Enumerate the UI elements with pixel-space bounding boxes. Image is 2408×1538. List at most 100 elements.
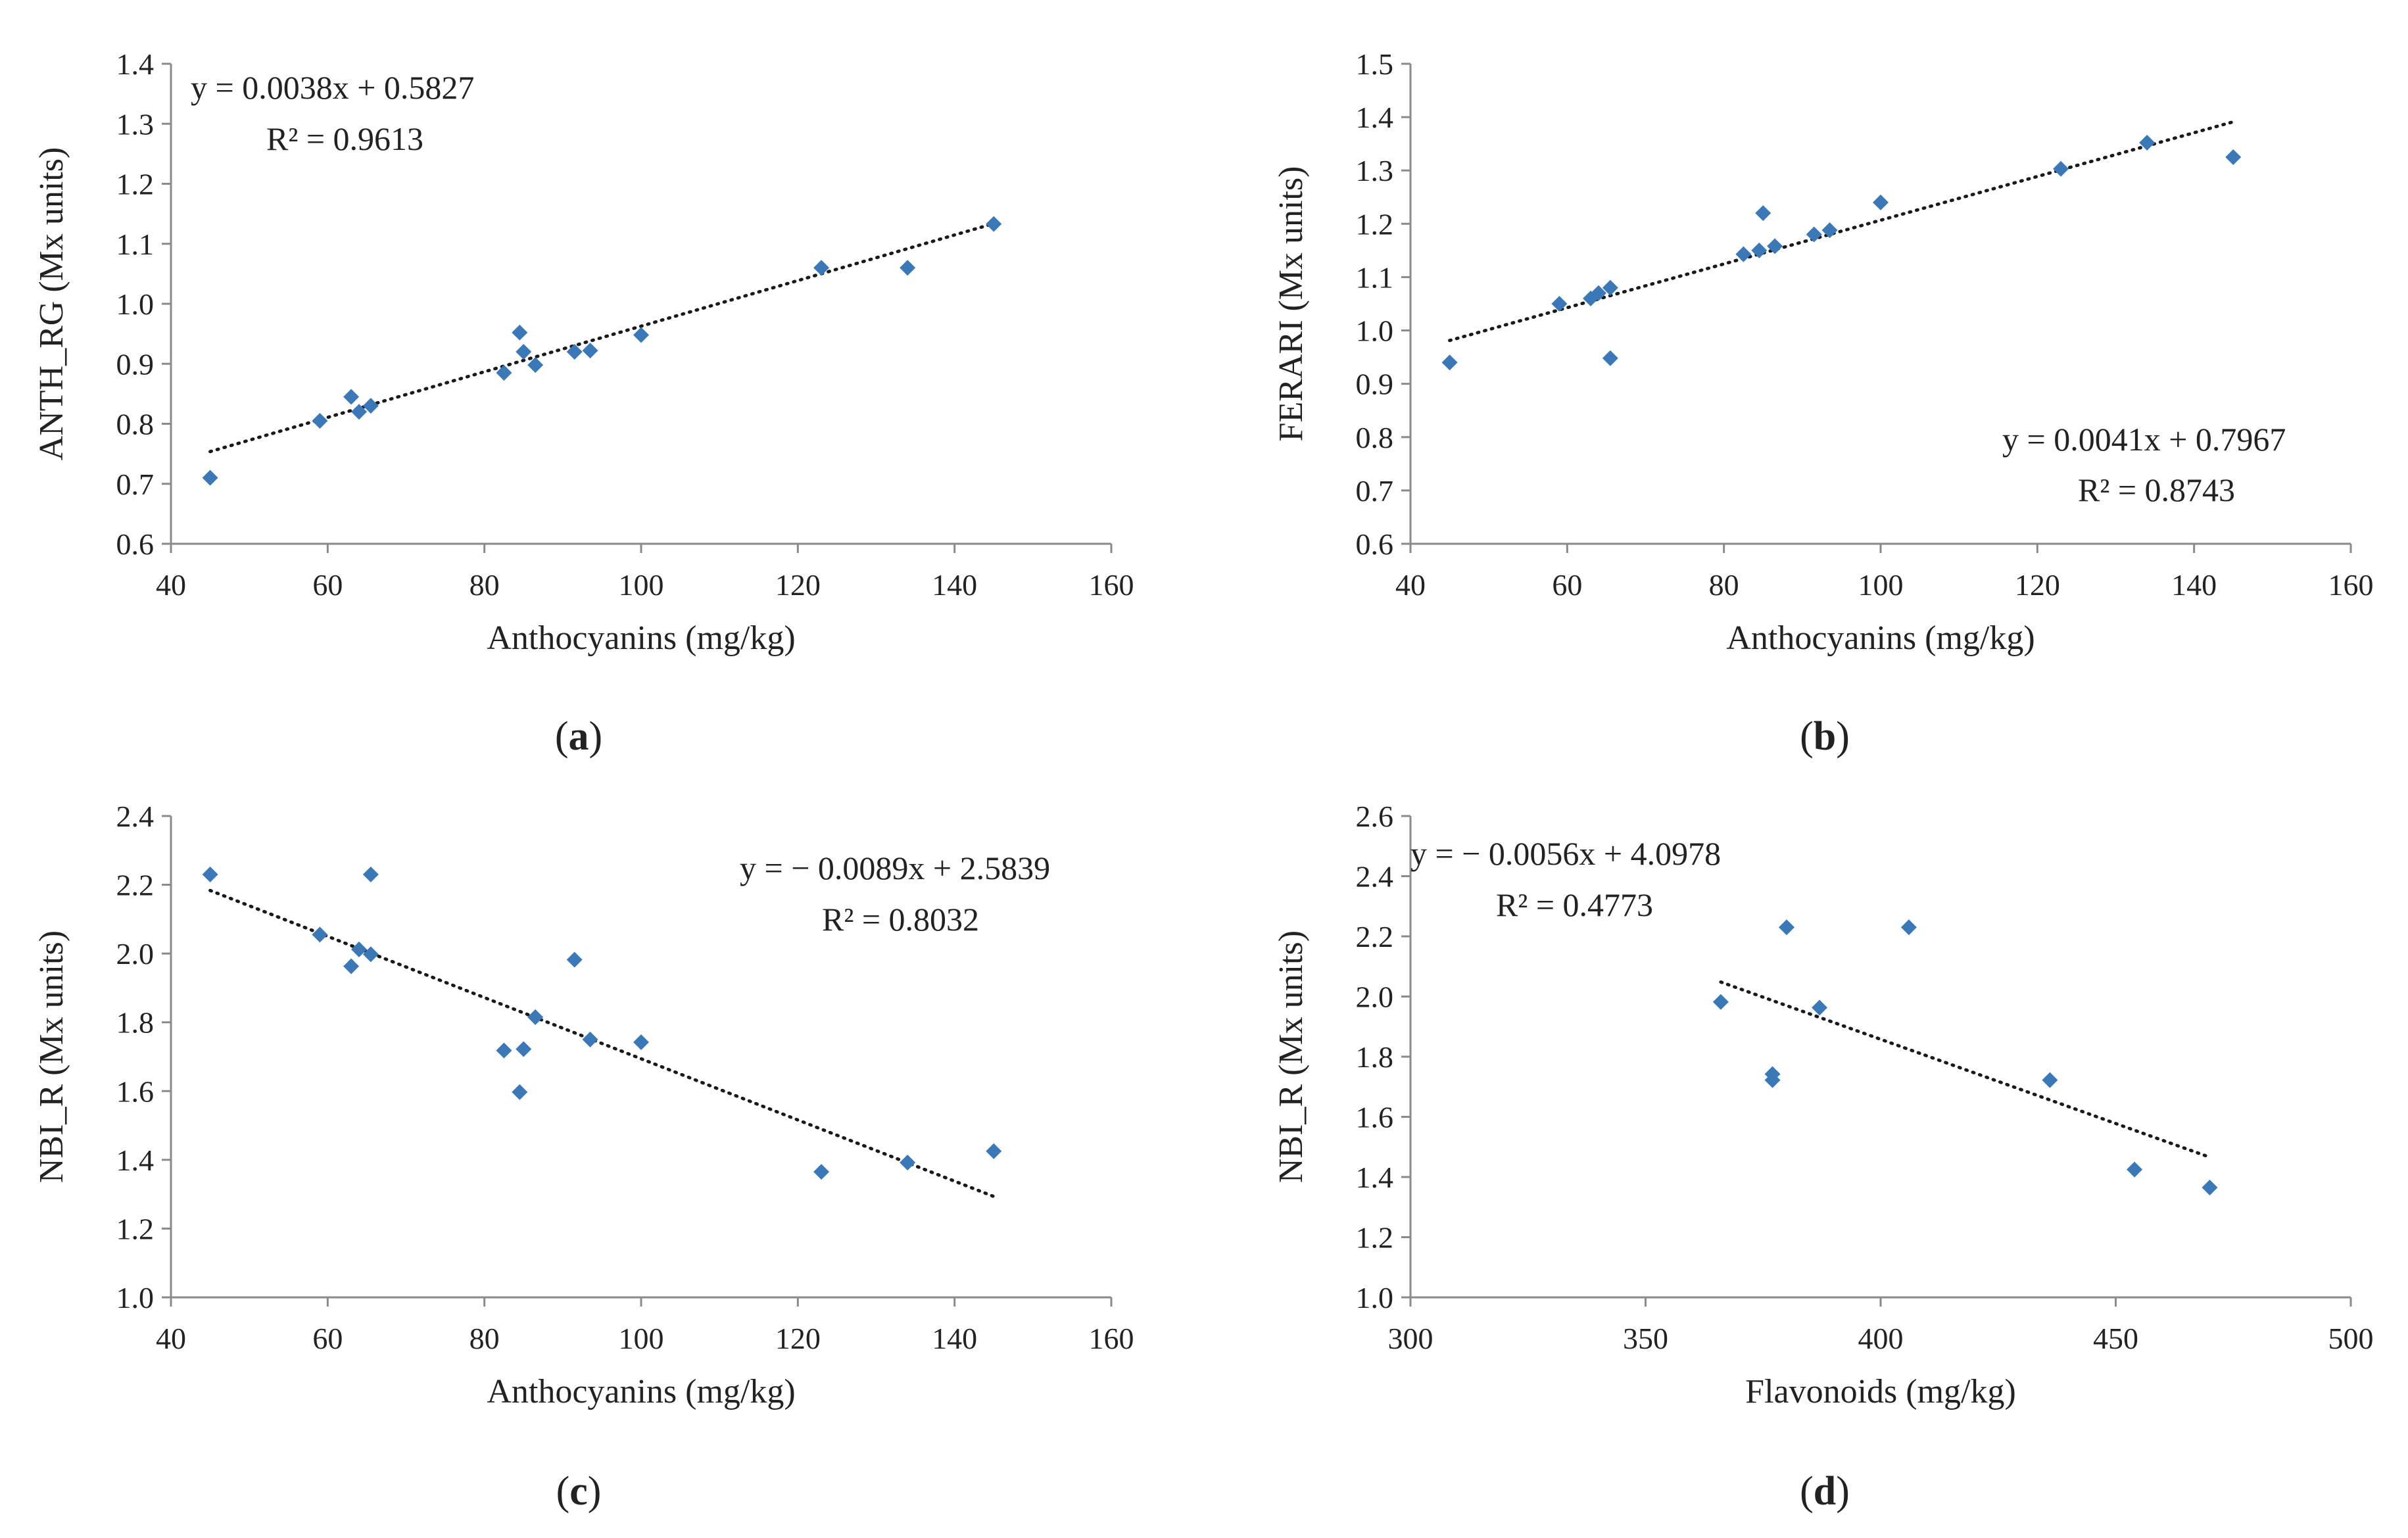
y-tick-label: 2.4 — [1356, 860, 1394, 894]
data-point — [900, 1155, 916, 1171]
x-tick-label: 100 — [619, 568, 664, 602]
panel-label-open: ( — [555, 714, 569, 759]
x-tick-label: 60 — [312, 568, 343, 602]
x-axis-label: Anthocyanins (mg/kg) — [487, 619, 795, 657]
data-point — [362, 398, 379, 414]
x-tick-label: 80 — [470, 1322, 500, 1355]
panel-label-open: ( — [556, 1469, 570, 1514]
data-point — [512, 1084, 528, 1100]
y-tick-label: 1.6 — [1356, 1101, 1394, 1134]
y-tick-label: 1.2 — [116, 1212, 155, 1245]
data-point — [496, 1042, 512, 1059]
trendline — [1448, 120, 2235, 343]
y-tick-label: 2.6 — [1356, 800, 1394, 833]
data-point — [527, 357, 544, 373]
x-tick-label: 120 — [2015, 568, 2060, 602]
data-point — [1821, 222, 1838, 239]
y-tick-label: 1.1 — [116, 228, 155, 261]
data-point — [2139, 135, 2155, 151]
data-point — [2202, 1180, 2218, 1196]
x-axis-label: Anthocyanins (mg/kg) — [487, 1373, 795, 1410]
data-point — [1779, 919, 1794, 936]
panel-label-letter: d — [1814, 1469, 1836, 1514]
y-tick-label: 0.9 — [116, 347, 155, 381]
x-tick-label: 40 — [1395, 568, 1426, 602]
panel-label: (d) — [1800, 1469, 1850, 1514]
panel-label-close: ) — [1836, 714, 1850, 759]
x-tick-label: 160 — [1089, 1322, 1134, 1355]
data-point — [633, 327, 649, 343]
x-tick-label: 350 — [1623, 1322, 1668, 1355]
data-point — [512, 324, 528, 341]
data-point — [582, 343, 598, 359]
data-point — [813, 260, 830, 276]
x-tick-label: 160 — [2328, 568, 2374, 602]
regression-equation: y = − 0.0056x + 4.0978 — [1410, 835, 1721, 872]
y-tick-label: 2.0 — [1356, 980, 1394, 1014]
y-tick-label: 1.2 — [116, 168, 155, 201]
y-tick-label: 1.3 — [1356, 154, 1394, 187]
data-point — [1806, 226, 1822, 243]
data-point — [343, 389, 360, 405]
x-tick-label: 300 — [1388, 1322, 1433, 1355]
data-point — [1873, 194, 1889, 210]
data-point — [1735, 246, 1752, 262]
data-point — [202, 866, 218, 882]
data-point — [2042, 1072, 2058, 1088]
y-tick-label: 1.6 — [116, 1074, 155, 1108]
data-point — [516, 344, 532, 360]
y-tick-label: 0.7 — [1356, 474, 1394, 508]
y-tick-label: 2.2 — [1356, 920, 1394, 953]
x-tick-label: 140 — [2171, 568, 2217, 602]
y-axis-label: ANTH_RG (Mx units) — [33, 147, 70, 461]
panel-label-open: ( — [1800, 1469, 1814, 1514]
panel-label-letter: b — [1814, 714, 1836, 759]
data-point — [1712, 994, 1729, 1010]
y-tick-label: 1.0 — [1356, 314, 1394, 348]
data-point — [527, 1009, 544, 1025]
panel-label-open: ( — [1800, 714, 1814, 759]
y-tick-label: 0.7 — [116, 468, 155, 501]
y-tick-label: 1.8 — [116, 1006, 155, 1040]
y-tick-label: 2.4 — [116, 800, 155, 833]
y-tick-label: 1.4 — [1356, 101, 1394, 134]
trendline — [208, 222, 996, 454]
x-tick-label: 120 — [775, 1322, 821, 1355]
trendline — [208, 888, 996, 1199]
y-tick-label: 0.6 — [116, 527, 155, 561]
data-point — [566, 951, 583, 968]
data-point — [813, 1164, 830, 1180]
chart-panel-c: 1.0 1.2 1.4 1.6 1.8 2.0 2.2 2.4 40 60 80 100 120 140 1… — [33, 800, 1134, 1514]
data-point — [633, 1034, 649, 1051]
data-point — [1812, 999, 1828, 1016]
x-tick-label: 100 — [1858, 568, 1904, 602]
data-point — [1441, 354, 1458, 371]
x-tick-label: 100 — [619, 1322, 664, 1355]
x-tick-label: 60 — [312, 1322, 343, 1355]
data-point — [1751, 242, 1768, 258]
data-point — [351, 404, 367, 420]
y-tick-label: 1.4 — [116, 47, 155, 81]
data-point — [1767, 238, 1783, 254]
y-tick-label: 0.6 — [1356, 527, 1394, 561]
data-point — [1755, 205, 1771, 222]
r-squared-label: R² = 0.9613 — [266, 120, 423, 157]
data-point — [986, 1143, 1002, 1159]
panel-label-letter: a — [569, 714, 589, 759]
data-point — [2127, 1161, 2143, 1178]
data-point — [2053, 160, 2069, 177]
panel-label-letter: c — [569, 1469, 588, 1514]
y-tick-label: 0.8 — [116, 408, 155, 441]
x-axis-label: Anthocyanins (mg/kg) — [1726, 619, 2035, 657]
r-squared-label: R² = 0.8743 — [2078, 471, 2235, 508]
y-tick-label: 1.4 — [116, 1143, 155, 1177]
x-tick-label: 400 — [1858, 1322, 1904, 1355]
data-point — [516, 1041, 532, 1057]
y-tick-label: 0.9 — [1356, 368, 1394, 401]
x-tick-label: 40 — [156, 1322, 186, 1355]
regression-equation: y = 0.0041x + 0.7967 — [2002, 421, 2286, 458]
data-point — [362, 866, 379, 882]
y-tick-label: 1.0 — [1356, 1281, 1394, 1314]
data-point — [1900, 919, 1917, 936]
